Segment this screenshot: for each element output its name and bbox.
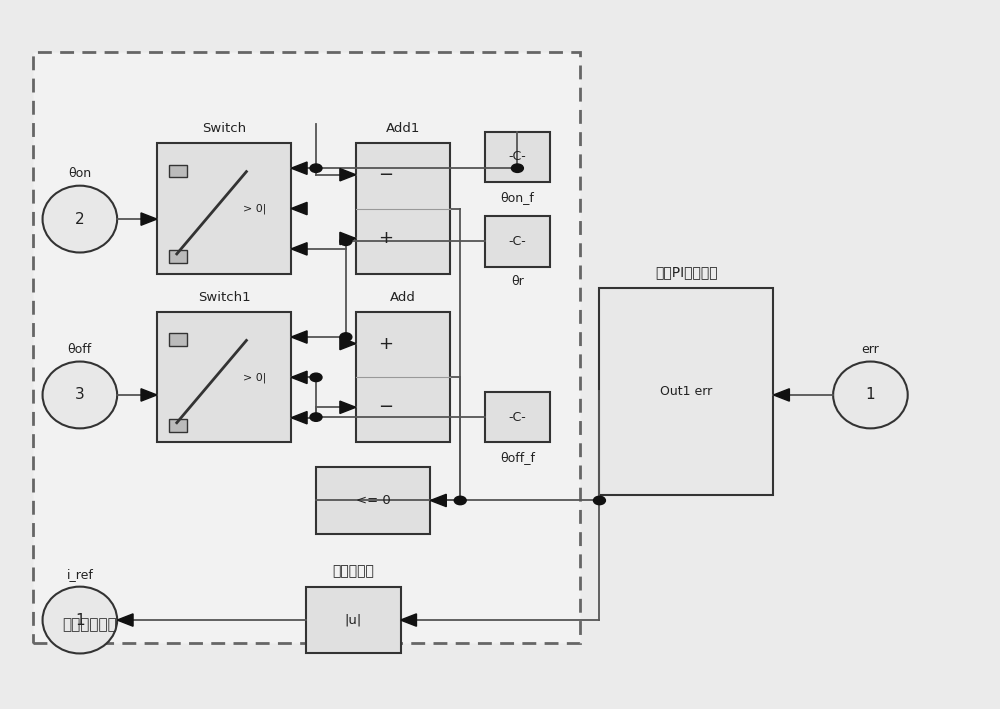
Polygon shape [291, 372, 307, 384]
Text: -C-: -C- [509, 411, 526, 423]
Text: > 0|: > 0| [243, 372, 267, 383]
Text: θon: θon [68, 167, 91, 180]
Circle shape [340, 237, 352, 245]
FancyBboxPatch shape [169, 250, 187, 263]
Ellipse shape [833, 362, 908, 428]
Polygon shape [340, 337, 356, 350]
Polygon shape [340, 169, 356, 181]
Ellipse shape [43, 586, 117, 654]
Text: θoff_f: θoff_f [500, 451, 535, 464]
Polygon shape [291, 202, 307, 215]
FancyBboxPatch shape [599, 288, 773, 495]
Text: -C-: -C- [509, 150, 526, 163]
Text: θoff: θoff [68, 343, 92, 356]
Text: 2: 2 [75, 211, 85, 227]
FancyBboxPatch shape [169, 164, 187, 177]
Text: 传统PI控制模块: 传统PI控制模块 [655, 265, 718, 279]
Text: +: + [379, 230, 394, 247]
Text: Add1: Add1 [386, 122, 420, 135]
Text: Add: Add [390, 291, 416, 304]
Polygon shape [141, 389, 157, 401]
FancyBboxPatch shape [356, 143, 450, 274]
FancyBboxPatch shape [157, 143, 291, 274]
Circle shape [310, 373, 322, 381]
Polygon shape [430, 494, 446, 507]
Text: 角度变换模块: 角度变换模块 [62, 618, 117, 632]
Text: Out1 err: Out1 err [660, 385, 713, 398]
Polygon shape [773, 389, 789, 401]
FancyBboxPatch shape [169, 419, 187, 432]
Text: |u|: |u| [345, 613, 362, 627]
Text: +: + [379, 335, 394, 352]
Text: −: − [378, 398, 394, 416]
Text: θr: θr [511, 275, 524, 288]
Ellipse shape [43, 186, 117, 252]
Ellipse shape [43, 362, 117, 428]
Text: θon_f: θon_f [500, 191, 534, 203]
FancyBboxPatch shape [356, 312, 450, 442]
Circle shape [340, 333, 352, 341]
Polygon shape [291, 411, 307, 424]
Text: err: err [862, 343, 879, 356]
FancyBboxPatch shape [316, 467, 430, 534]
Polygon shape [340, 233, 356, 245]
FancyBboxPatch shape [485, 131, 550, 182]
Text: <= 0: <= 0 [356, 494, 391, 507]
FancyBboxPatch shape [157, 312, 291, 442]
Text: 1: 1 [75, 613, 85, 627]
Polygon shape [401, 614, 416, 626]
Text: i_ref: i_ref [66, 568, 93, 581]
Text: 1: 1 [866, 387, 875, 403]
Polygon shape [117, 614, 133, 626]
Text: > 0|: > 0| [243, 203, 267, 214]
Circle shape [511, 164, 523, 172]
FancyBboxPatch shape [485, 216, 550, 267]
Polygon shape [291, 242, 307, 255]
Text: Switch1: Switch1 [198, 291, 250, 304]
Circle shape [310, 164, 322, 172]
FancyBboxPatch shape [485, 392, 550, 442]
Polygon shape [340, 401, 356, 413]
Text: -C-: -C- [509, 235, 526, 247]
Polygon shape [141, 213, 157, 225]
Text: −: − [378, 166, 394, 184]
FancyBboxPatch shape [169, 333, 187, 346]
Circle shape [310, 413, 322, 421]
Polygon shape [291, 331, 307, 343]
FancyBboxPatch shape [33, 52, 580, 643]
Circle shape [593, 496, 605, 505]
Circle shape [454, 496, 466, 505]
Text: Switch: Switch [202, 122, 246, 135]
Text: 3: 3 [75, 387, 85, 403]
Text: 绝对值模块: 绝对值模块 [332, 564, 374, 579]
FancyBboxPatch shape [306, 586, 401, 654]
Polygon shape [291, 162, 307, 174]
